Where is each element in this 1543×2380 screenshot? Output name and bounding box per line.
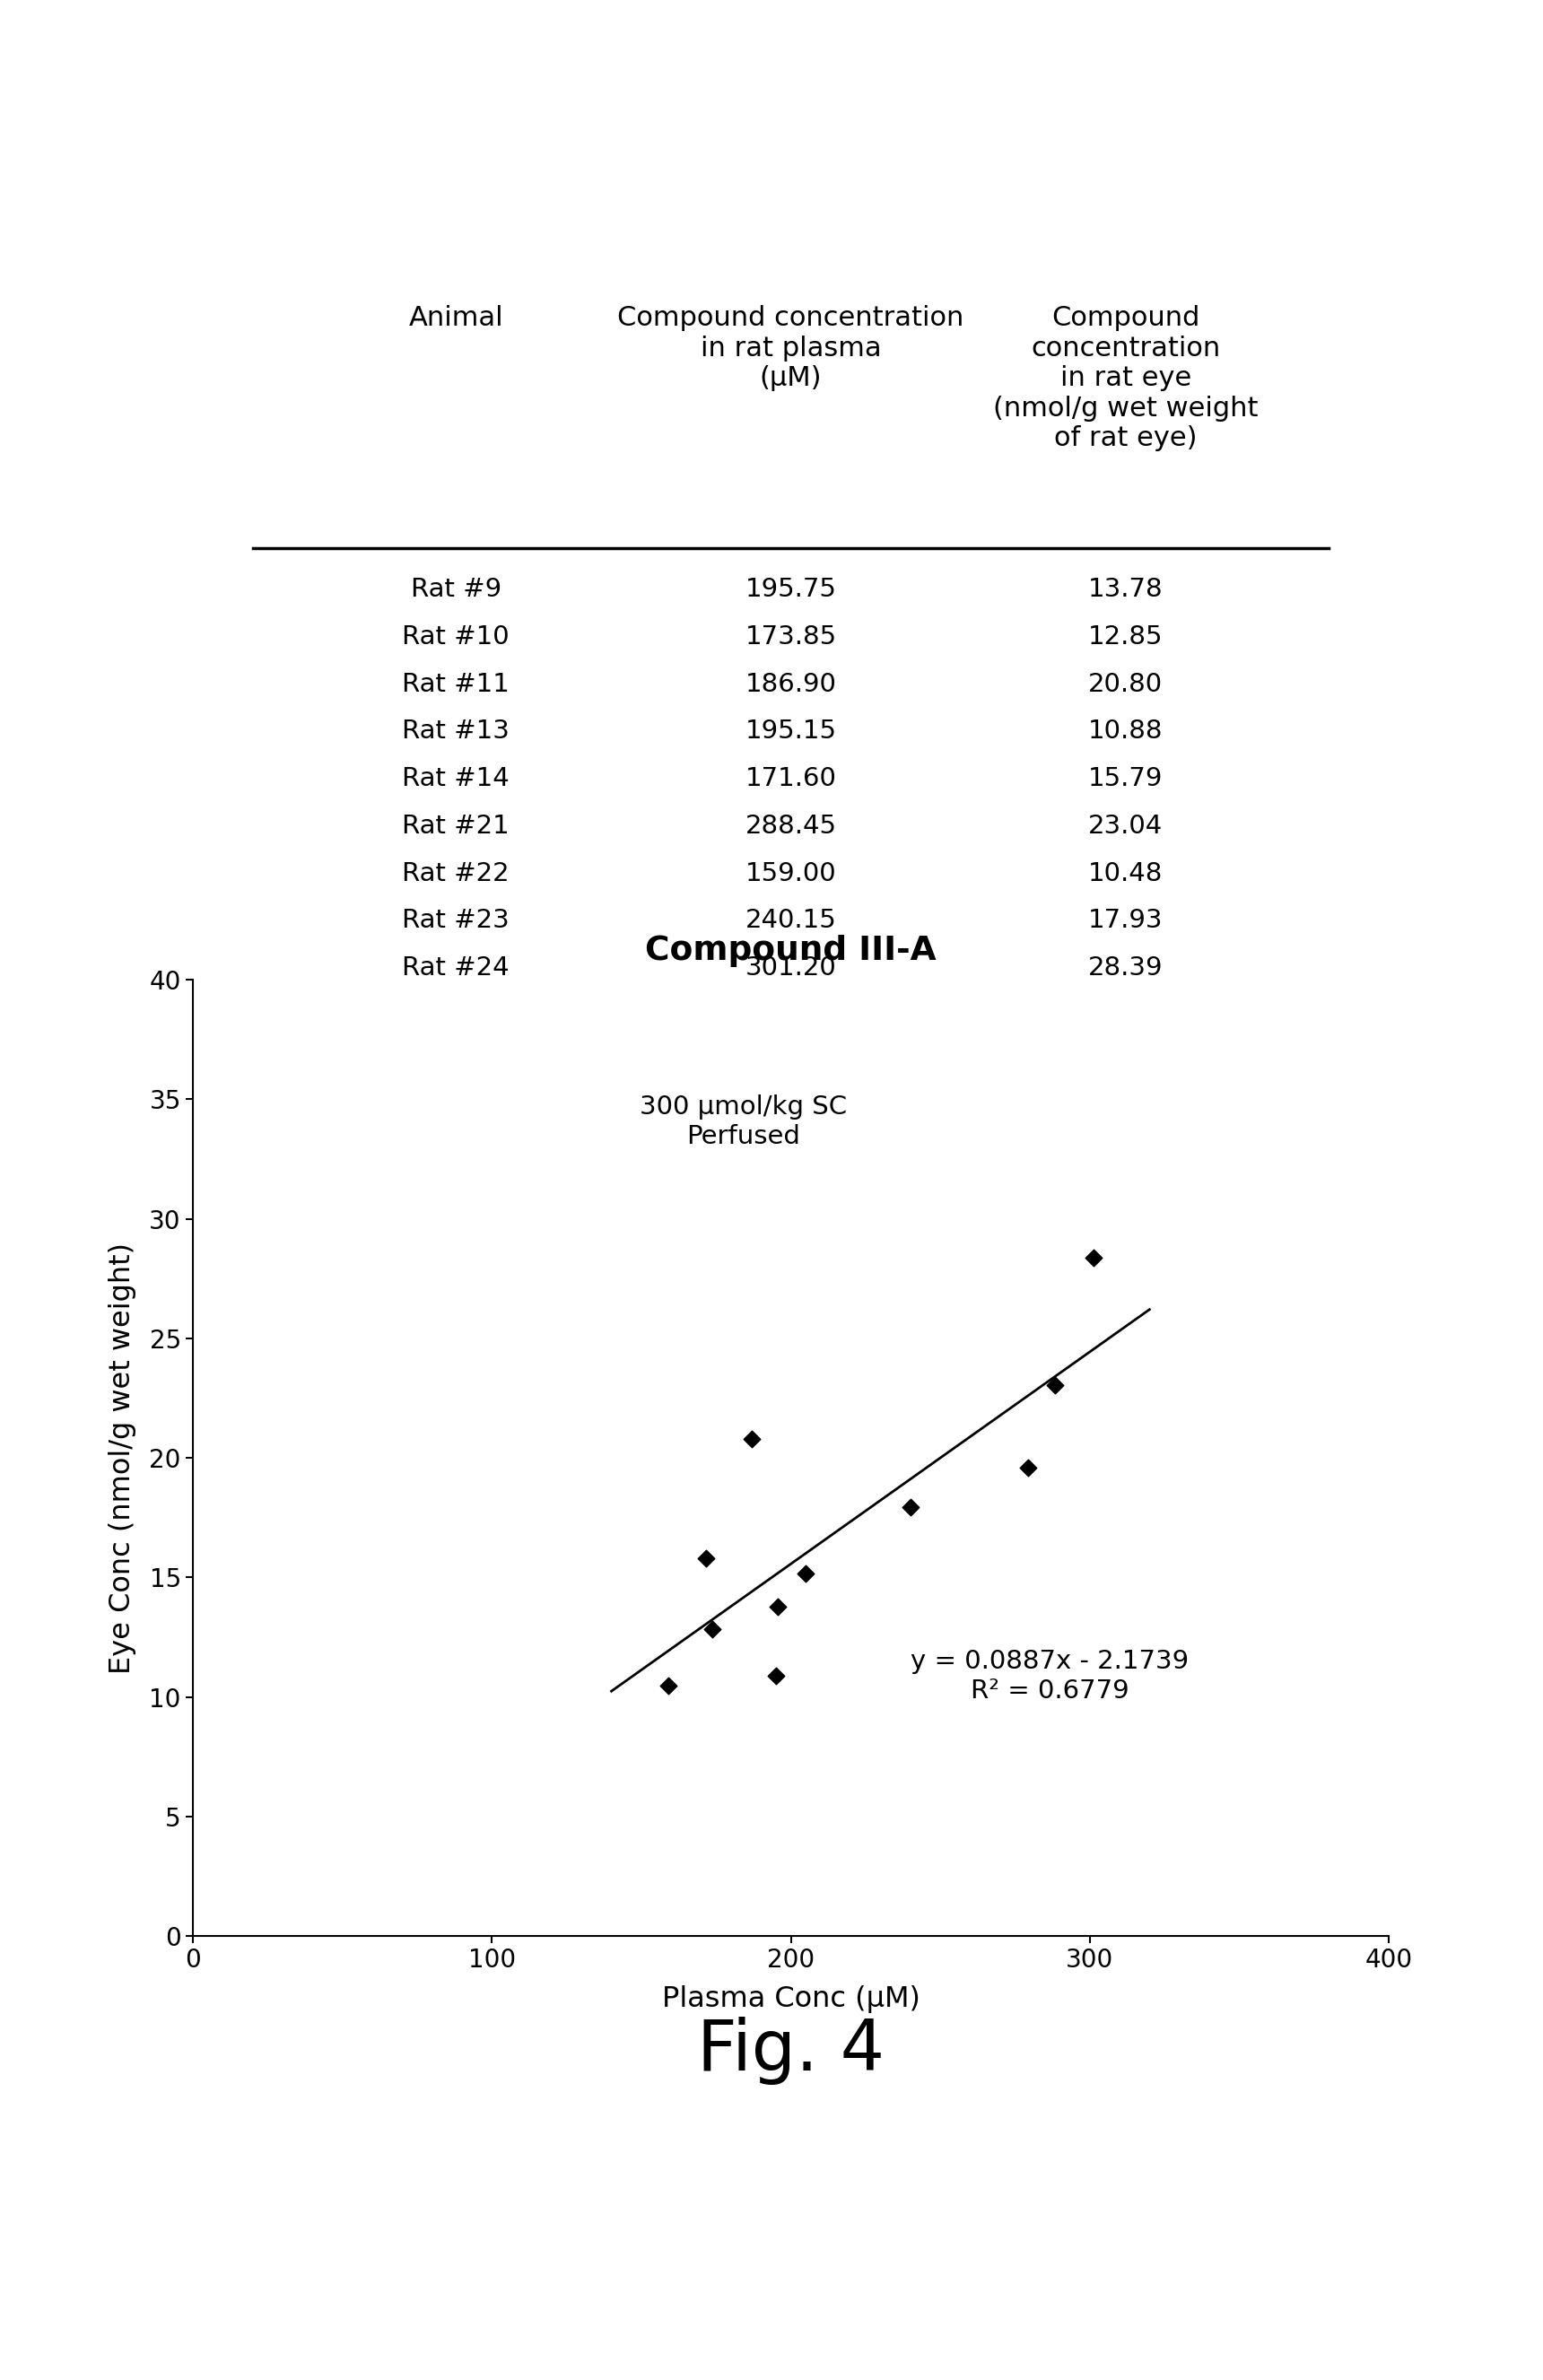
Text: 15.16: 15.16: [1088, 1050, 1163, 1076]
Text: 195.75: 195.75: [745, 576, 836, 602]
Text: 288.45: 288.45: [745, 814, 836, 838]
Text: AVG: AVG: [429, 1107, 483, 1133]
Text: 17.16: 17.16: [1088, 1107, 1163, 1133]
Point: [693, 1540, 717, 1578]
Text: Compound concentration
in rat plasma
(μM): Compound concentration in rat plasma (μM…: [617, 305, 964, 390]
Text: 173.85: 173.85: [745, 624, 836, 650]
Point: [656, 1666, 680, 1704]
Text: Rat #13: Rat #13: [403, 719, 509, 745]
Text: Rat #14: Rat #14: [403, 766, 509, 793]
Text: 13.78: 13.78: [1088, 576, 1163, 602]
Point: [1082, 1238, 1106, 1276]
Text: Animal: Animal: [409, 305, 503, 331]
Point: [739, 1421, 764, 1459]
Text: Compound
concentration
in rat eye
(nmol/g wet weight
of rat eye): Compound concentration in rat eye (nmol/…: [994, 305, 1258, 452]
Text: 240.15: 240.15: [745, 909, 836, 933]
Text: 19.61: 19.61: [1088, 1002, 1163, 1028]
Text: Rat #9: Rat #9: [410, 576, 501, 602]
Text: 10.88: 10.88: [1088, 719, 1163, 745]
Text: 159.00: 159.00: [745, 862, 836, 885]
Text: Rat #24: Rat #24: [403, 954, 509, 981]
Point: [765, 1587, 790, 1626]
Text: Rat #11: Rat #11: [403, 671, 509, 697]
Text: 279.30: 279.30: [745, 1002, 836, 1028]
Text: y = 0.0887x - 2.1739
R² = 0.6779: y = 0.0887x - 2.1739 R² = 0.6779: [910, 1649, 1188, 1704]
Point: [1015, 1447, 1040, 1485]
Text: 5.48: 5.48: [1097, 1154, 1154, 1180]
Text: 10.48: 10.48: [1088, 862, 1163, 885]
Text: 23.04: 23.04: [1088, 814, 1163, 838]
Point: [701, 1609, 725, 1647]
Point: [1043, 1366, 1068, 1404]
Point: [793, 1554, 818, 1592]
Text: 186.90: 186.90: [745, 671, 836, 697]
Text: 217.84: 217.84: [745, 1107, 836, 1133]
Point: [764, 1656, 788, 1695]
Title: Compound III-A: Compound III-A: [645, 935, 937, 966]
Text: Rat #22: Rat #22: [403, 862, 509, 885]
Text: 204.90: 204.90: [745, 1050, 836, 1076]
Text: Rat #25: Rat #25: [403, 1002, 509, 1028]
Point: [898, 1488, 923, 1526]
Text: Rat #21: Rat #21: [403, 814, 509, 838]
Text: 195.15: 195.15: [745, 719, 836, 745]
Text: 17.93: 17.93: [1088, 909, 1163, 933]
Text: Rat #23: Rat #23: [403, 909, 509, 933]
Text: 50.87: 50.87: [753, 1154, 829, 1180]
Text: 171.60: 171.60: [745, 766, 836, 793]
Y-axis label: Eye Conc (nmol/g wet weight): Eye Conc (nmol/g wet weight): [110, 1242, 137, 1673]
Text: STD: STD: [429, 1154, 483, 1180]
Text: 301.20: 301.20: [745, 954, 836, 981]
Text: Fig. 4: Fig. 4: [697, 2016, 884, 2085]
X-axis label: Plasma Conc (μM): Plasma Conc (μM): [662, 1985, 920, 2013]
Text: 28.39: 28.39: [1088, 954, 1163, 981]
Text: Rat #26: Rat #26: [403, 1050, 509, 1076]
Text: Rat #10: Rat #10: [403, 624, 509, 650]
Text: 15.79: 15.79: [1088, 766, 1163, 793]
Text: 12.85: 12.85: [1088, 624, 1163, 650]
Text: 20.80: 20.80: [1088, 671, 1163, 697]
Text: 300 μmol/kg SC
Perfused: 300 μmol/kg SC Perfused: [639, 1095, 847, 1150]
